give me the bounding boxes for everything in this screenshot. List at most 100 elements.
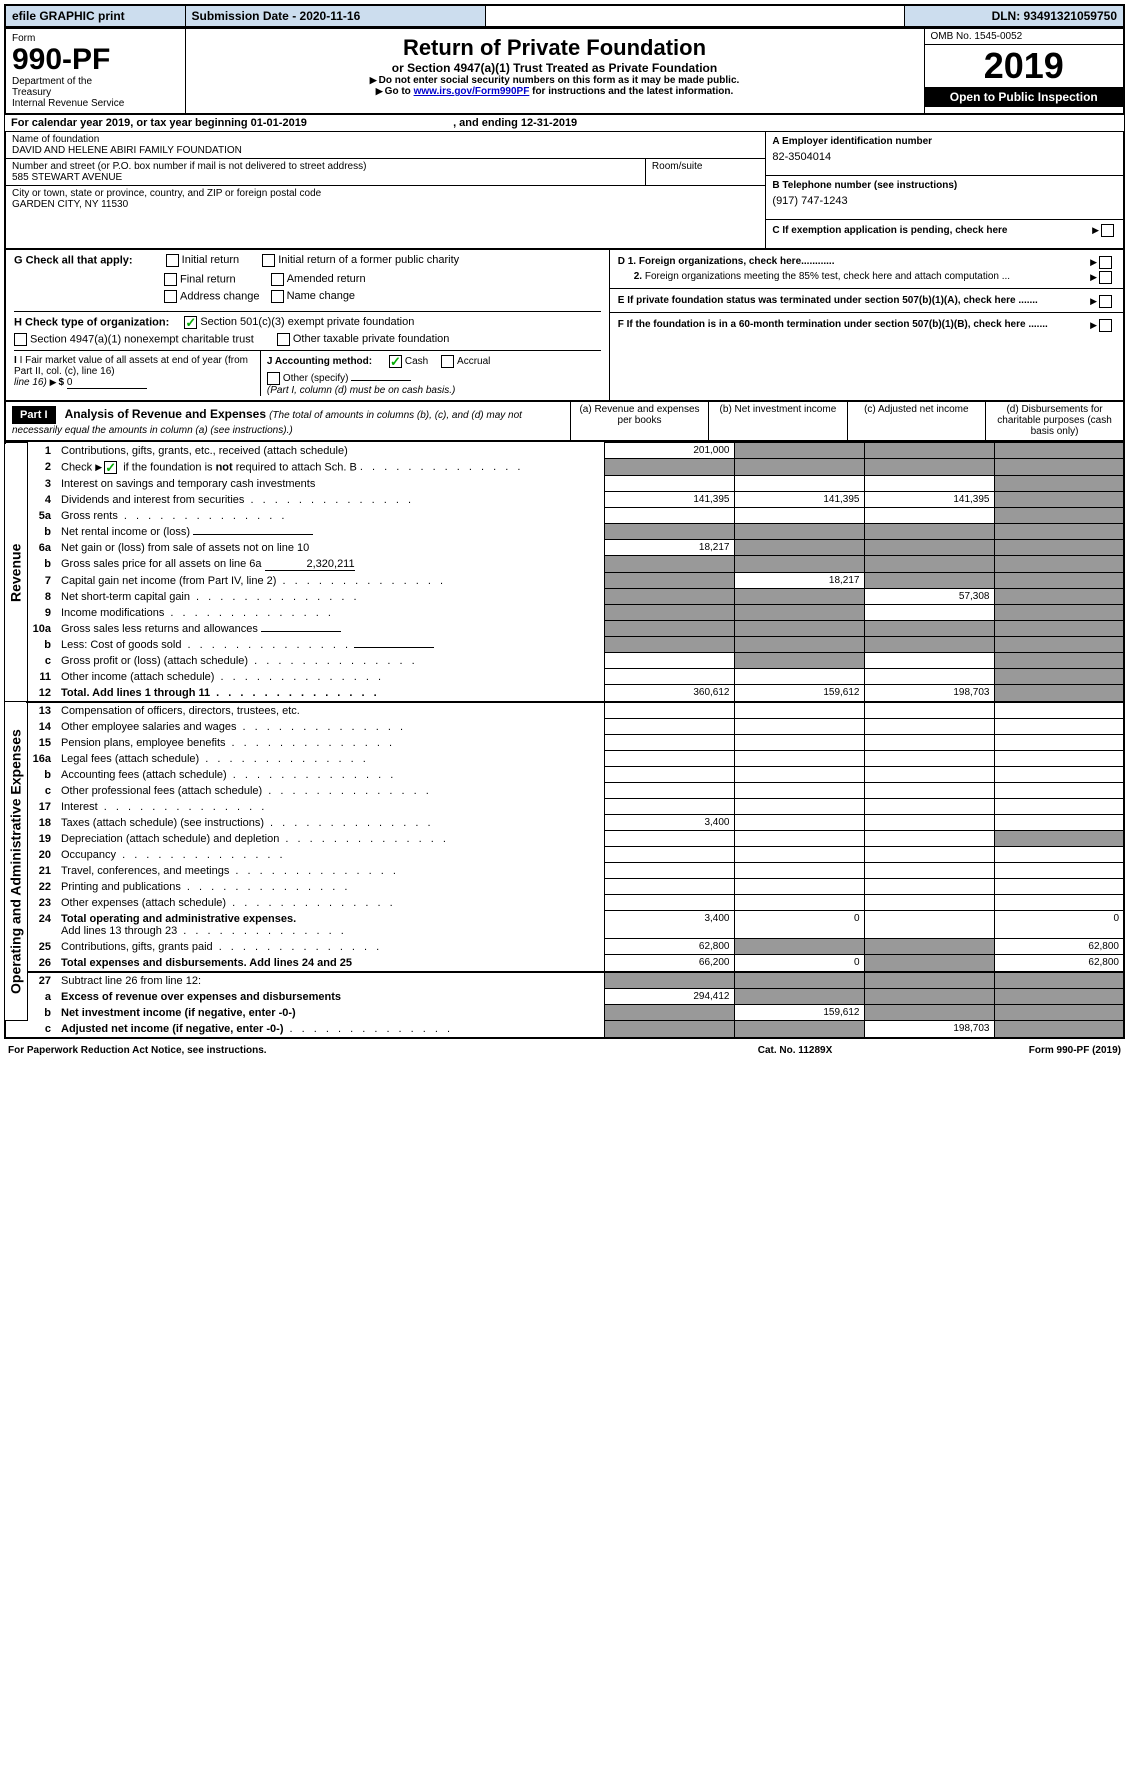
line16b-text: Accounting fees (attach schedule) <box>57 767 604 783</box>
omb-number: OMB No. 1545-0052 <box>925 29 1124 45</box>
ein-value: 82-3504014 <box>772 151 1117 163</box>
street-label: Number and street (or P.O. box number if… <box>12 161 639 172</box>
foreign-org-checkbox[interactable] <box>1099 256 1112 269</box>
accrual-checkbox[interactable] <box>441 355 454 368</box>
line24-d: 0 <box>994 911 1124 939</box>
d2-label: Foreign organizations meeting the 85% te… <box>645 271 1010 282</box>
col-c-header: (c) Adjusted net income <box>847 402 985 441</box>
60month-checkbox[interactable] <box>1099 319 1112 332</box>
goto-pre: Go to <box>385 86 414 97</box>
dept-line1: Department of the <box>12 76 179 87</box>
line24-b: 0 <box>734 911 864 939</box>
paperwork-notice: For Paperwork Reduction Act Notice, see … <box>4 1041 665 1058</box>
line5b-text: Net rental income or (loss) <box>57 524 604 540</box>
line27a-a: 294,412 <box>604 989 734 1005</box>
j-label: J Accounting method: <box>267 356 372 367</box>
cash-checkbox[interactable] <box>389 355 402 368</box>
line27c-text: Adjusted net income (if negative, enter … <box>57 1021 604 1038</box>
line24-a: 3,400 <box>604 911 734 939</box>
line25-a: 62,800 <box>604 939 734 955</box>
ein-label: A Employer identification number <box>772 136 1117 147</box>
city-state-zip: GARDEN CITY, NY 11530 <box>12 199 759 210</box>
col-a-header: (a) Revenue and expenses per books <box>570 402 708 441</box>
f-label: F If the foundation is in a 60-month ter… <box>618 319 1048 330</box>
cash-basis-note: (Part I, column (d) must be on cash basi… <box>267 385 601 396</box>
initial-return-checkbox[interactable] <box>166 254 179 267</box>
line6a-a: 18,217 <box>604 540 734 556</box>
h-label: H Check type of organization: <box>14 316 169 328</box>
line19-text: Depreciation (attach schedule) and deple… <box>57 831 604 847</box>
line12-c: 198,703 <box>864 685 994 702</box>
line3-text: Interest on savings and temporary cash i… <box>57 476 604 492</box>
line27b-b: 159,612 <box>734 1005 864 1021</box>
address-change-checkbox[interactable] <box>164 290 177 303</box>
dept-line2: Treasury <box>12 87 179 98</box>
tax-year: 2019 <box>925 45 1124 87</box>
street-address: 585 STEWART AVENUE <box>12 172 639 183</box>
open-public-badge: Open to Public Inspection <box>925 87 1124 107</box>
line18-a: 3,400 <box>604 815 734 831</box>
catalog-number: Cat. No. 11289X <box>665 1041 925 1058</box>
line4-b: 141,395 <box>734 492 864 508</box>
line25-text: Contributions, gifts, grants paid <box>57 939 604 955</box>
line12-text: Total. Add lines 1 through 11 <box>57 685 604 702</box>
irs-link[interactable]: www.irs.gov/Form990PF <box>414 86 530 97</box>
line6b-text: Gross sales price for all assets on line… <box>57 556 604 573</box>
line25-d: 62,800 <box>994 939 1124 955</box>
final-return-checkbox[interactable] <box>164 273 177 286</box>
d1-label: D 1. Foreign organizations, check here..… <box>618 256 835 267</box>
fmv-label: I Fair market value of all assets at end… <box>14 355 248 377</box>
efile-label: efile GRAPHIC print <box>5 5 185 27</box>
501c3-checkbox[interactable] <box>184 316 197 329</box>
exemption-pending-checkbox[interactable] <box>1101 224 1114 237</box>
g-label: G Check all that apply: <box>14 254 133 266</box>
initial-former-checkbox[interactable] <box>262 254 275 267</box>
check-section: G Check all that apply: Initial return I… <box>4 250 1125 402</box>
room-label: Room/suite <box>652 161 760 172</box>
line27b-text: Net investment income (if negative, ente… <box>57 1005 604 1021</box>
phone-value: (917) 747-1243 <box>772 195 1117 207</box>
85pct-checkbox[interactable] <box>1099 271 1112 284</box>
line8-c: 57,308 <box>864 589 994 605</box>
sch-b-checkbox[interactable] <box>104 461 117 474</box>
other-method-checkbox[interactable] <box>267 372 280 385</box>
line5a-text: Gross rents <box>57 508 604 524</box>
name-change-checkbox[interactable] <box>271 290 284 303</box>
other-taxable-checkbox[interactable] <box>277 333 290 346</box>
line22-text: Printing and publications <box>57 879 604 895</box>
line21-text: Travel, conferences, and meetings <box>57 863 604 879</box>
line18-text: Taxes (attach schedule) (see instruction… <box>57 815 604 831</box>
line26-b: 0 <box>734 955 864 972</box>
line12-b: 159,612 <box>734 685 864 702</box>
dln-label: DLN: 93491321059750 <box>904 5 1124 27</box>
line7-b: 18,217 <box>734 573 864 589</box>
line1-a: 201,000 <box>604 443 734 459</box>
form-subtitle: or Section 4947(a)(1) Trust Treated as P… <box>192 61 918 75</box>
amended-return-checkbox[interactable] <box>271 273 284 286</box>
line27a-text: Excess of revenue over expenses and disb… <box>57 989 604 1005</box>
line16a-text: Legal fees (attach schedule) <box>57 751 604 767</box>
line10b-text: Less: Cost of goods sold <box>57 637 604 653</box>
form-footer: Form 990-PF (2019) <box>925 1041 1125 1058</box>
entity-block: Name of foundation DAVID AND HELENE ABIR… <box>4 132 1125 250</box>
line8-text: Net short-term capital gain <box>57 589 604 605</box>
line11-text: Other income (attach schedule) <box>57 669 604 685</box>
line27-text: Subtract line 26 from line 12: <box>57 972 604 989</box>
line4-c: 141,395 <box>864 492 994 508</box>
4947-checkbox[interactable] <box>14 333 27 346</box>
e-label: E If private foundation status was termi… <box>618 295 1038 306</box>
line24-text: Total operating and administrative expen… <box>57 911 604 939</box>
line2-text: Check if the foundation is not required … <box>57 459 604 476</box>
line20-text: Occupancy <box>57 847 604 863</box>
line16c-text: Other professional fees (attach schedule… <box>57 783 604 799</box>
line12-a: 360,612 <box>604 685 734 702</box>
part1-title: Analysis of Revenue and Expenses <box>65 407 266 421</box>
line26-text: Total expenses and disbursements. Add li… <box>57 955 604 972</box>
part1-table: Revenue 1 Contributions, gifts, grants, … <box>4 442 1125 1039</box>
privacy-note: Do not enter social security numbers on … <box>379 75 740 86</box>
foundation-name-label: Name of foundation <box>12 134 759 145</box>
top-bar: efile GRAPHIC print Submission Date - 20… <box>4 4 1125 28</box>
line9-text: Income modifications <box>57 605 604 621</box>
terminated-checkbox[interactable] <box>1099 295 1112 308</box>
col-d-header: (d) Disbursements for charitable purpose… <box>986 402 1124 441</box>
